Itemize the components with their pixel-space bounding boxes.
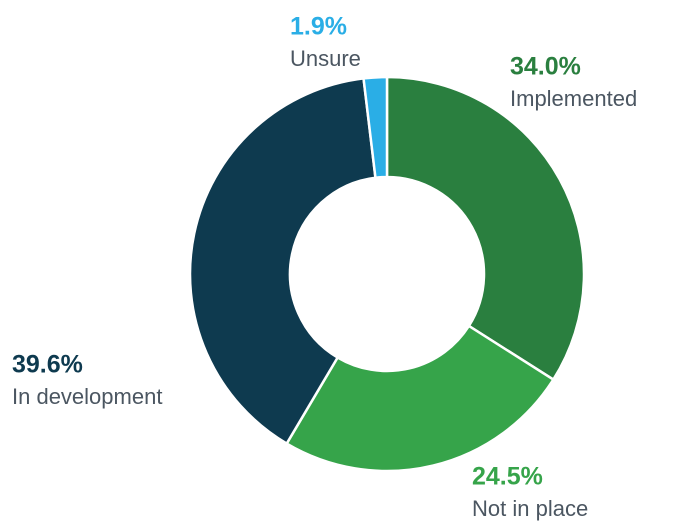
- slice: [285, 324, 556, 473]
- slice-category-label: Implemented: [510, 86, 637, 111]
- slice-value-label: 34.0%: [510, 53, 581, 81]
- slice: [385, 75, 586, 382]
- slice-value-label: 39.6%: [12, 351, 83, 379]
- slice: [188, 77, 377, 446]
- slice-category-label: In development: [12, 384, 162, 409]
- slice-value-label: 24.5%: [472, 463, 543, 491]
- slice: [362, 75, 389, 180]
- slice-category-label: Unsure: [290, 46, 361, 71]
- slice-value-label: 1.9%: [290, 13, 347, 41]
- slice-category-label: Not in place: [472, 496, 588, 521]
